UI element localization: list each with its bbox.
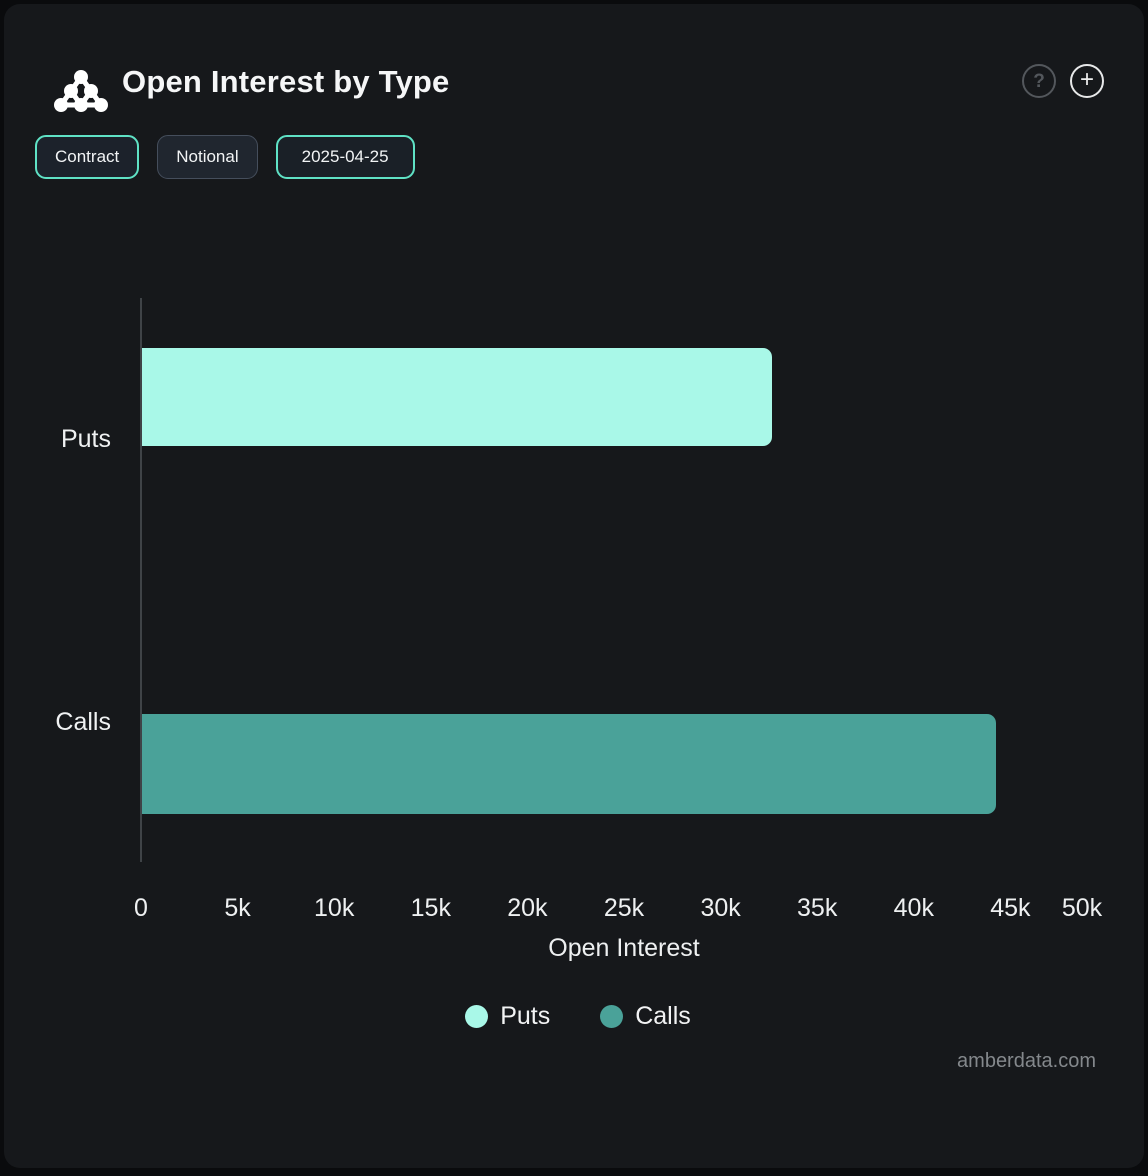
amberdata-logo-icon	[54, 70, 108, 112]
legend-item-calls[interactable]: Calls	[600, 1002, 691, 1031]
x-tick-label: 10k	[314, 894, 355, 922]
watermark: amberdata.com	[957, 1050, 1096, 1072]
notional-button[interactable]: Notional	[157, 135, 258, 179]
x-tick-label: 50k	[1061, 894, 1103, 922]
x-tick-label: 15k	[410, 894, 451, 922]
y-axis-line	[140, 298, 142, 862]
date-button[interactable]: 2025-04-25	[275, 135, 415, 179]
x-tick-label: 0	[134, 894, 148, 922]
toolbar: Contract Notional 2025-04-25	[35, 135, 415, 179]
x-axis-title: Open Interest	[548, 934, 700, 962]
legend-label: Puts	[500, 1002, 551, 1030]
header-actions: ? +	[1022, 64, 1104, 98]
card-header: Open Interest by Type ? +	[52, 62, 1104, 114]
bar-calls[interactable]	[142, 714, 996, 814]
legend-dot-icon	[465, 1005, 489, 1028]
bar-puts[interactable]	[142, 348, 772, 446]
page-title: Open Interest by Type	[122, 64, 450, 99]
legend-dot-icon	[600, 1005, 624, 1028]
x-tick-label: 25k	[603, 894, 645, 922]
y-tick-label: Puts	[60, 425, 111, 453]
x-tick-label: 40k	[893, 894, 934, 922]
x-tick-label: 20k	[507, 894, 548, 922]
bar-chart: Puts Calls 0 5k 10k 15k 20k 25k 30k 35k 40k 45k 50k…	[4, 4, 1148, 1176]
contract-button[interactable]: Contract	[35, 135, 140, 179]
y-tick-label: Calls	[55, 708, 111, 736]
legend-label: Calls	[635, 1002, 691, 1030]
legend-item-puts[interactable]: Puts	[465, 1002, 550, 1031]
chart-card: Open Interest by Type ? + Contract Notio…	[4, 4, 1144, 1168]
help-icon[interactable]: ?	[1022, 64, 1056, 98]
add-icon[interactable]: +	[1070, 64, 1104, 98]
chart-legend: Puts Calls	[4, 1002, 1148, 1031]
x-tick-label: 30k	[700, 894, 741, 922]
x-tick-label: 35k	[797, 894, 838, 922]
x-tick-label: 5k	[224, 894, 251, 922]
x-tick-label: 45k	[990, 894, 1031, 922]
